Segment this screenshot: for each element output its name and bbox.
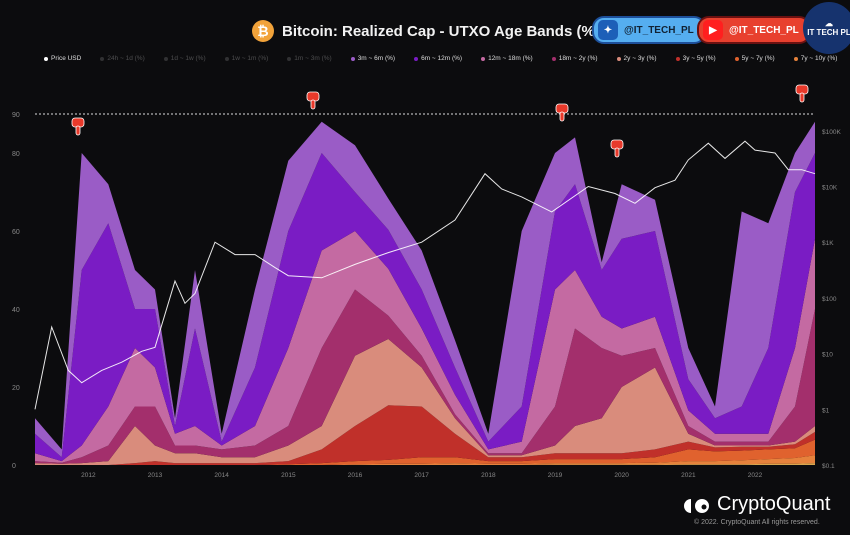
x-tick: 2012 bbox=[81, 472, 96, 479]
legend-marker bbox=[350, 56, 355, 61]
y-left-tick: 0 bbox=[12, 463, 16, 470]
cryptoquant-brand: CryptoQuant bbox=[683, 493, 830, 516]
legend-item[interactable]: 3m ~ 6m (%) bbox=[350, 55, 396, 62]
y-right-tick: $10K bbox=[822, 185, 838, 192]
area-10y- bbox=[35, 463, 815, 465]
legend-label: 12m ~ 18m (%) bbox=[488, 55, 533, 62]
legend-marker bbox=[734, 56, 739, 61]
y-right-tick: $100K bbox=[822, 129, 841, 136]
legend-marker bbox=[163, 56, 168, 61]
twitter-handle: @IT_TECH_PL bbox=[624, 24, 694, 36]
chart-title: ₿ Bitcoin: Realized Cap - UTXO Age Bands… bbox=[252, 20, 600, 42]
y-left-tick: 40 bbox=[12, 307, 20, 314]
x-tick: 2017 bbox=[414, 472, 429, 479]
legend-item[interactable]: 1m ~ 3m (%) bbox=[287, 55, 332, 62]
y-left-tick: 90 bbox=[12, 112, 20, 119]
area-18m-2y- bbox=[35, 289, 815, 464]
price-usd-line bbox=[34, 140, 816, 410]
legend-item[interactable]: 18m ~ 2y (%) bbox=[551, 55, 598, 62]
x-tick: 2021 bbox=[681, 472, 696, 479]
y-right-tick: $100 bbox=[822, 296, 837, 303]
area-5y-7y- bbox=[35, 439, 815, 465]
legend-marker bbox=[616, 56, 621, 61]
legend-label: 7y ~ 10y (%) bbox=[800, 55, 838, 62]
legend-marker bbox=[287, 56, 292, 61]
legend-item[interactable]: 2y ~ 3y (%) bbox=[616, 55, 657, 62]
y-left-tick: 60 bbox=[12, 229, 20, 236]
y-left-tick: 20 bbox=[12, 385, 20, 392]
legend-label: 1d ~ 1w (%) bbox=[170, 55, 206, 62]
cryptoquant-logo-icon bbox=[683, 497, 711, 513]
y-right-tick: $1 bbox=[822, 407, 830, 414]
legend-item[interactable]: 1d ~ 1w (%) bbox=[163, 55, 206, 62]
legend-label: 18m ~ 2y (%) bbox=[558, 55, 598, 62]
youtube-handle: @IT_TECH_PL bbox=[729, 24, 799, 36]
x-tick: 2016 bbox=[348, 472, 363, 479]
area-6m-12m- bbox=[35, 153, 815, 462]
legend-marker bbox=[551, 56, 556, 61]
bitcoin-icon: ₿ bbox=[252, 20, 274, 42]
legend-item[interactable]: 7y ~ 10y (%) bbox=[793, 55, 838, 62]
legend-label: 3m ~ 6m (%) bbox=[357, 55, 396, 62]
legend-marker bbox=[44, 56, 48, 61]
legend-label: 6m ~ 12m (%) bbox=[421, 55, 463, 62]
area-2y-3y- bbox=[35, 339, 815, 465]
legend-marker bbox=[481, 56, 486, 61]
pointing-finger-icon bbox=[614, 147, 620, 158]
legend-label: 2y ~ 3y (%) bbox=[623, 55, 657, 62]
y-right-tick: $1K bbox=[822, 240, 834, 247]
pointing-finger-icon bbox=[310, 99, 316, 110]
copyright: © 2022. CryptoQuant All rights reserved. bbox=[694, 519, 820, 526]
legend-item[interactable]: Price USD bbox=[44, 55, 81, 62]
brand-name: CryptoQuant bbox=[717, 493, 831, 515]
legend-marker bbox=[675, 56, 680, 61]
twitter-icon: ✦ bbox=[598, 20, 618, 40]
legend-marker bbox=[793, 56, 798, 61]
legend-marker bbox=[100, 56, 105, 61]
twitter-badge[interactable]: ✦ @IT_TECH_PL bbox=[592, 16, 706, 44]
x-tick: 2015 bbox=[281, 472, 296, 479]
pointing-finger-icon bbox=[75, 125, 81, 136]
legend-item[interactable]: 24h ~ 1d (%) bbox=[100, 55, 145, 62]
pointing-finger-icon bbox=[799, 92, 805, 103]
area-3m-6m- bbox=[35, 121, 815, 458]
legend-label: 3y ~ 5y (%) bbox=[682, 55, 716, 62]
legend-item[interactable]: 6m ~ 12m (%) bbox=[414, 55, 462, 62]
legend-item[interactable]: 1w ~ 1m (%) bbox=[224, 55, 269, 62]
legend-item[interactable]: 3y ~ 5y (%) bbox=[675, 55, 716, 62]
x-tick: 2019 bbox=[548, 472, 563, 479]
legend-label: 1w ~ 1m (%) bbox=[231, 55, 269, 62]
x-tick: 2022 bbox=[748, 472, 763, 479]
legend-marker bbox=[414, 56, 419, 61]
x-tick: 2014 bbox=[214, 472, 229, 479]
legend-label: 1m ~ 3m (%) bbox=[294, 55, 332, 62]
area-7y-10y- bbox=[35, 455, 815, 465]
legend-item[interactable]: 12m ~ 18m (%) bbox=[481, 55, 533, 62]
y-right-tick: $0.1 bbox=[822, 463, 835, 470]
y-left-tick: 80 bbox=[12, 151, 20, 158]
it-tech-pl-logo: ☁ IT TECH PL bbox=[803, 2, 850, 54]
area-12m-18m- bbox=[35, 231, 815, 463]
chart-legend: Price USD 24h ~ 1d (%) 1d ~ 1w (%) 1w ~ 1m … bbox=[44, 55, 850, 62]
area-3y-5y- bbox=[35, 405, 815, 465]
y-right-tick: $10 bbox=[822, 352, 833, 359]
legend-item[interactable]: 5y ~ 7y (%) bbox=[734, 55, 775, 62]
x-tick: 2020 bbox=[614, 472, 629, 479]
legend-marker bbox=[224, 56, 229, 61]
legend-label: 24h ~ 1d (%) bbox=[107, 55, 145, 62]
x-tick: 2018 bbox=[481, 472, 496, 479]
x-tick: 2013 bbox=[148, 472, 163, 479]
youtube-play-icon: ▶ bbox=[703, 20, 723, 40]
legend-label: Price USD bbox=[51, 55, 82, 62]
pointing-finger-icon bbox=[559, 111, 565, 122]
chart-title-text: Bitcoin: Realized Cap - UTXO Age Bands (… bbox=[282, 22, 600, 40]
legend-label: 5y ~ 7y (%) bbox=[741, 55, 775, 62]
